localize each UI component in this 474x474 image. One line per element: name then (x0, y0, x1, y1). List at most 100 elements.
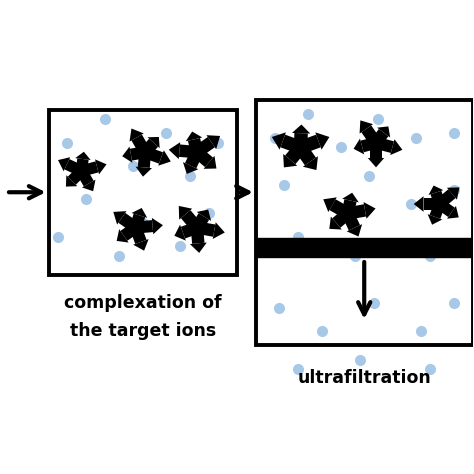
Polygon shape (377, 127, 390, 137)
Polygon shape (428, 185, 443, 195)
Polygon shape (131, 135, 150, 155)
Polygon shape (428, 214, 442, 225)
Polygon shape (113, 211, 127, 225)
Polygon shape (133, 239, 149, 251)
Polygon shape (424, 198, 439, 210)
Polygon shape (203, 156, 217, 169)
Polygon shape (447, 206, 459, 219)
Polygon shape (174, 225, 186, 241)
Polygon shape (117, 229, 128, 243)
Polygon shape (66, 175, 77, 187)
Polygon shape (294, 133, 308, 148)
Polygon shape (120, 223, 139, 241)
Polygon shape (181, 222, 199, 238)
Polygon shape (285, 143, 306, 164)
Circle shape (190, 146, 204, 159)
Polygon shape (179, 206, 192, 219)
Circle shape (341, 207, 355, 220)
Polygon shape (193, 147, 213, 167)
Polygon shape (213, 222, 225, 239)
Polygon shape (390, 139, 402, 155)
Polygon shape (185, 150, 202, 168)
Polygon shape (342, 211, 360, 230)
Polygon shape (191, 213, 209, 231)
Polygon shape (196, 221, 215, 237)
Polygon shape (132, 208, 147, 218)
Polygon shape (283, 154, 297, 167)
Bar (48, 110, 237, 275)
Polygon shape (197, 210, 211, 221)
Polygon shape (436, 189, 456, 209)
Polygon shape (130, 214, 145, 229)
Polygon shape (295, 144, 316, 165)
Polygon shape (292, 125, 310, 134)
Polygon shape (147, 137, 160, 148)
Polygon shape (360, 120, 373, 134)
Polygon shape (130, 226, 146, 244)
Polygon shape (298, 135, 321, 154)
Polygon shape (186, 131, 202, 141)
Polygon shape (152, 218, 163, 234)
Polygon shape (135, 220, 153, 234)
Polygon shape (169, 142, 180, 159)
Polygon shape (188, 138, 203, 154)
Polygon shape (364, 202, 375, 219)
Polygon shape (437, 200, 455, 217)
Polygon shape (342, 193, 359, 202)
Bar (256, 238, 473, 257)
Polygon shape (354, 138, 364, 155)
Polygon shape (136, 167, 152, 177)
Polygon shape (346, 204, 366, 219)
Polygon shape (371, 129, 389, 146)
Polygon shape (414, 196, 424, 212)
Polygon shape (122, 146, 132, 163)
Text: complexation of: complexation of (64, 293, 221, 311)
Polygon shape (374, 137, 394, 153)
Polygon shape (75, 152, 91, 160)
Polygon shape (447, 187, 459, 200)
Polygon shape (281, 135, 303, 154)
Polygon shape (80, 161, 99, 176)
Circle shape (75, 165, 88, 177)
Polygon shape (329, 217, 342, 229)
Polygon shape (207, 135, 220, 149)
Polygon shape (58, 157, 70, 171)
Polygon shape (179, 145, 198, 158)
Polygon shape (191, 227, 204, 244)
Circle shape (293, 140, 308, 155)
Polygon shape (68, 167, 85, 185)
Circle shape (190, 221, 204, 235)
Polygon shape (64, 159, 84, 176)
Polygon shape (368, 158, 384, 167)
Polygon shape (303, 156, 318, 170)
Polygon shape (370, 143, 382, 158)
Polygon shape (130, 146, 146, 161)
Polygon shape (193, 137, 215, 157)
Polygon shape (95, 159, 107, 174)
Polygon shape (332, 209, 352, 228)
Polygon shape (430, 191, 445, 206)
Circle shape (369, 136, 383, 149)
Polygon shape (315, 132, 329, 150)
Bar (256, 100, 473, 346)
Polygon shape (361, 137, 378, 152)
Polygon shape (76, 158, 89, 172)
Text: ultrafiltration: ultrafiltration (297, 369, 431, 387)
Polygon shape (323, 197, 337, 212)
Polygon shape (82, 180, 95, 191)
Polygon shape (346, 224, 362, 237)
Text: the target ions: the target ions (70, 322, 216, 340)
Polygon shape (429, 202, 445, 219)
Polygon shape (329, 199, 351, 219)
Polygon shape (143, 146, 163, 164)
Polygon shape (272, 132, 286, 150)
Circle shape (129, 221, 142, 234)
Polygon shape (141, 139, 158, 156)
Circle shape (138, 146, 152, 159)
Polygon shape (158, 150, 171, 166)
Polygon shape (183, 162, 198, 174)
Polygon shape (342, 199, 356, 215)
Circle shape (433, 198, 446, 210)
Polygon shape (77, 168, 94, 186)
Polygon shape (118, 213, 139, 233)
